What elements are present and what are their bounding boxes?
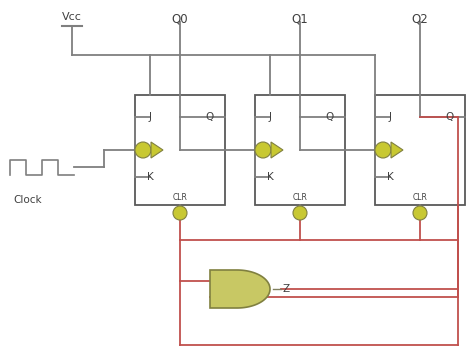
Text: Clock: Clock bbox=[14, 195, 42, 205]
Bar bbox=[255, 95, 345, 205]
Text: K: K bbox=[387, 172, 393, 182]
Text: J: J bbox=[148, 112, 152, 122]
Polygon shape bbox=[391, 142, 403, 158]
Circle shape bbox=[255, 142, 271, 158]
Text: Z: Z bbox=[283, 284, 290, 294]
Circle shape bbox=[135, 142, 151, 158]
Circle shape bbox=[293, 206, 307, 220]
Text: Q: Q bbox=[326, 112, 334, 122]
Text: Q: Q bbox=[446, 112, 454, 122]
Text: Q: Q bbox=[206, 112, 214, 122]
Text: J: J bbox=[268, 112, 272, 122]
Text: Q2: Q2 bbox=[411, 12, 428, 25]
Text: CLR: CLR bbox=[292, 192, 308, 202]
Bar bbox=[135, 95, 225, 205]
Polygon shape bbox=[271, 142, 283, 158]
Text: K: K bbox=[146, 172, 154, 182]
Circle shape bbox=[413, 206, 427, 220]
Text: Q0: Q0 bbox=[172, 12, 188, 25]
Circle shape bbox=[173, 206, 187, 220]
Text: CLR: CLR bbox=[412, 192, 428, 202]
Circle shape bbox=[375, 142, 391, 158]
Text: Q1: Q1 bbox=[292, 12, 309, 25]
Text: J: J bbox=[389, 112, 392, 122]
Polygon shape bbox=[210, 270, 270, 308]
Text: K: K bbox=[266, 172, 273, 182]
Text: Vcc: Vcc bbox=[62, 12, 82, 22]
Text: CLR: CLR bbox=[173, 192, 187, 202]
Bar bbox=[375, 95, 465, 205]
Polygon shape bbox=[151, 142, 163, 158]
